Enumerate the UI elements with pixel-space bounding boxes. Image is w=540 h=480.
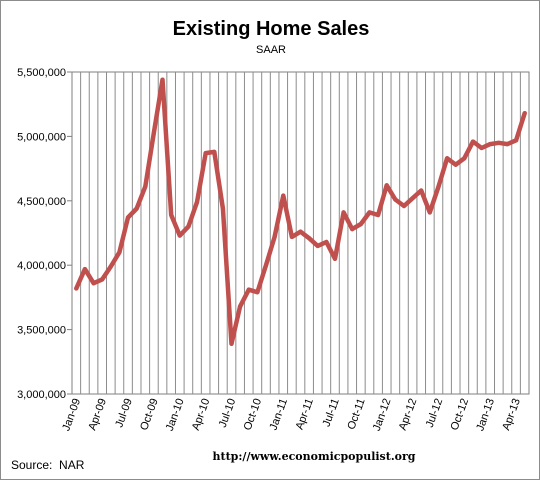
data-point bbox=[74, 286, 79, 291]
data-point bbox=[367, 210, 372, 215]
data-point bbox=[505, 142, 510, 147]
data-point bbox=[522, 111, 527, 116]
data-point bbox=[445, 156, 450, 161]
data-point bbox=[203, 151, 208, 156]
y-tick-label: 4,000,000 bbox=[17, 260, 66, 272]
data-point bbox=[436, 184, 441, 189]
y-tick-label: 5,500,000 bbox=[17, 67, 66, 79]
data-point bbox=[419, 188, 424, 193]
data-point bbox=[169, 212, 174, 217]
chart-subtitle: SAAR bbox=[256, 44, 286, 56]
x-axis: Jan-09 Apr-09 Jul-09 Oct-09 Jan-10 Apr-10 Jul-… bbox=[60, 397, 523, 433]
y-tick-label: 5,000,000 bbox=[17, 131, 66, 143]
data-point bbox=[177, 233, 182, 238]
data-point bbox=[341, 210, 346, 215]
data-point bbox=[410, 196, 415, 201]
data-point bbox=[212, 149, 217, 154]
data-point bbox=[315, 243, 320, 248]
data-point bbox=[453, 162, 458, 167]
data-point bbox=[298, 229, 303, 234]
data-point bbox=[350, 227, 355, 232]
data-point bbox=[307, 236, 312, 241]
data-point bbox=[281, 193, 286, 198]
data-point bbox=[479, 145, 484, 150]
x-tick-label: Apr-11 bbox=[294, 397, 316, 431]
x-tick-label: Jul-12 bbox=[424, 397, 446, 429]
x-tick-label: Apr-13 bbox=[500, 397, 523, 432]
source-url: http://www.economicpopulist.org bbox=[213, 450, 416, 463]
x-tick-label: Apr-09 bbox=[86, 397, 109, 432]
x-tick-label: Oct-12 bbox=[449, 397, 472, 432]
x-tick-label: Jan-13 bbox=[474, 397, 497, 433]
data-point bbox=[427, 210, 432, 215]
data-point bbox=[514, 138, 519, 143]
x-tick-label: Jan-10 bbox=[164, 397, 187, 433]
x-tick-label: Jan-11 bbox=[268, 397, 291, 432]
chart-title: Existing Home Sales bbox=[173, 18, 370, 40]
data-point bbox=[160, 77, 165, 82]
x-tick-label: Jul-11 bbox=[321, 397, 342, 429]
data-point bbox=[384, 183, 389, 188]
x-tick-label: Jan-12 bbox=[371, 397, 394, 433]
data-point bbox=[488, 142, 493, 147]
data-point bbox=[134, 206, 139, 211]
x-tick-label: Jul-09 bbox=[113, 397, 135, 429]
data-point bbox=[393, 197, 398, 202]
data-point bbox=[255, 290, 260, 295]
data-point bbox=[126, 215, 131, 220]
data-point bbox=[470, 139, 475, 144]
data-point bbox=[108, 264, 113, 269]
data-point bbox=[289, 234, 294, 239]
data-point bbox=[186, 224, 191, 229]
data-point bbox=[229, 341, 234, 346]
data-point bbox=[195, 200, 200, 205]
data-point bbox=[496, 140, 501, 145]
data-point bbox=[401, 203, 406, 208]
data-point bbox=[462, 156, 467, 161]
plot-area: 3,000,000 3,500,000 4,000,000 4,500,000 5,00… bbox=[17, 67, 530, 433]
y-axis: 3,000,000 3,500,000 4,000,000 4,500,000 5,00… bbox=[17, 67, 72, 401]
grid-lines bbox=[80, 72, 521, 394]
y-tick-label: 3,000,000 bbox=[17, 389, 66, 401]
data-point bbox=[117, 250, 122, 255]
x-tick-label: Jul-10 bbox=[217, 397, 239, 429]
data-point bbox=[82, 267, 87, 272]
data-point bbox=[91, 281, 96, 286]
data-point bbox=[220, 206, 225, 211]
data-point bbox=[324, 240, 329, 245]
data-point bbox=[358, 221, 363, 226]
x-tick-label: Oct-09 bbox=[138, 397, 161, 432]
x-tick-label: Oct-10 bbox=[242, 397, 265, 432]
data-point bbox=[332, 256, 337, 261]
x-tick-label: Apr-12 bbox=[397, 397, 420, 432]
y-tick-label: 3,500,000 bbox=[17, 325, 66, 337]
data-point bbox=[143, 184, 148, 189]
data-point bbox=[100, 277, 105, 282]
y-tick-label: 4,500,000 bbox=[17, 196, 66, 208]
data-point bbox=[264, 263, 269, 268]
source-note: Source: NAR bbox=[11, 458, 85, 472]
data-point bbox=[151, 130, 156, 135]
x-tick-label: Oct-11 bbox=[345, 397, 367, 431]
data-point bbox=[272, 234, 277, 239]
data-point bbox=[246, 287, 251, 292]
x-tick-label: Jan-09 bbox=[60, 397, 83, 433]
data-point bbox=[238, 304, 243, 309]
data-point bbox=[376, 212, 381, 217]
x-tick-label: Apr-10 bbox=[190, 397, 213, 432]
series-layer bbox=[74, 77, 527, 347]
